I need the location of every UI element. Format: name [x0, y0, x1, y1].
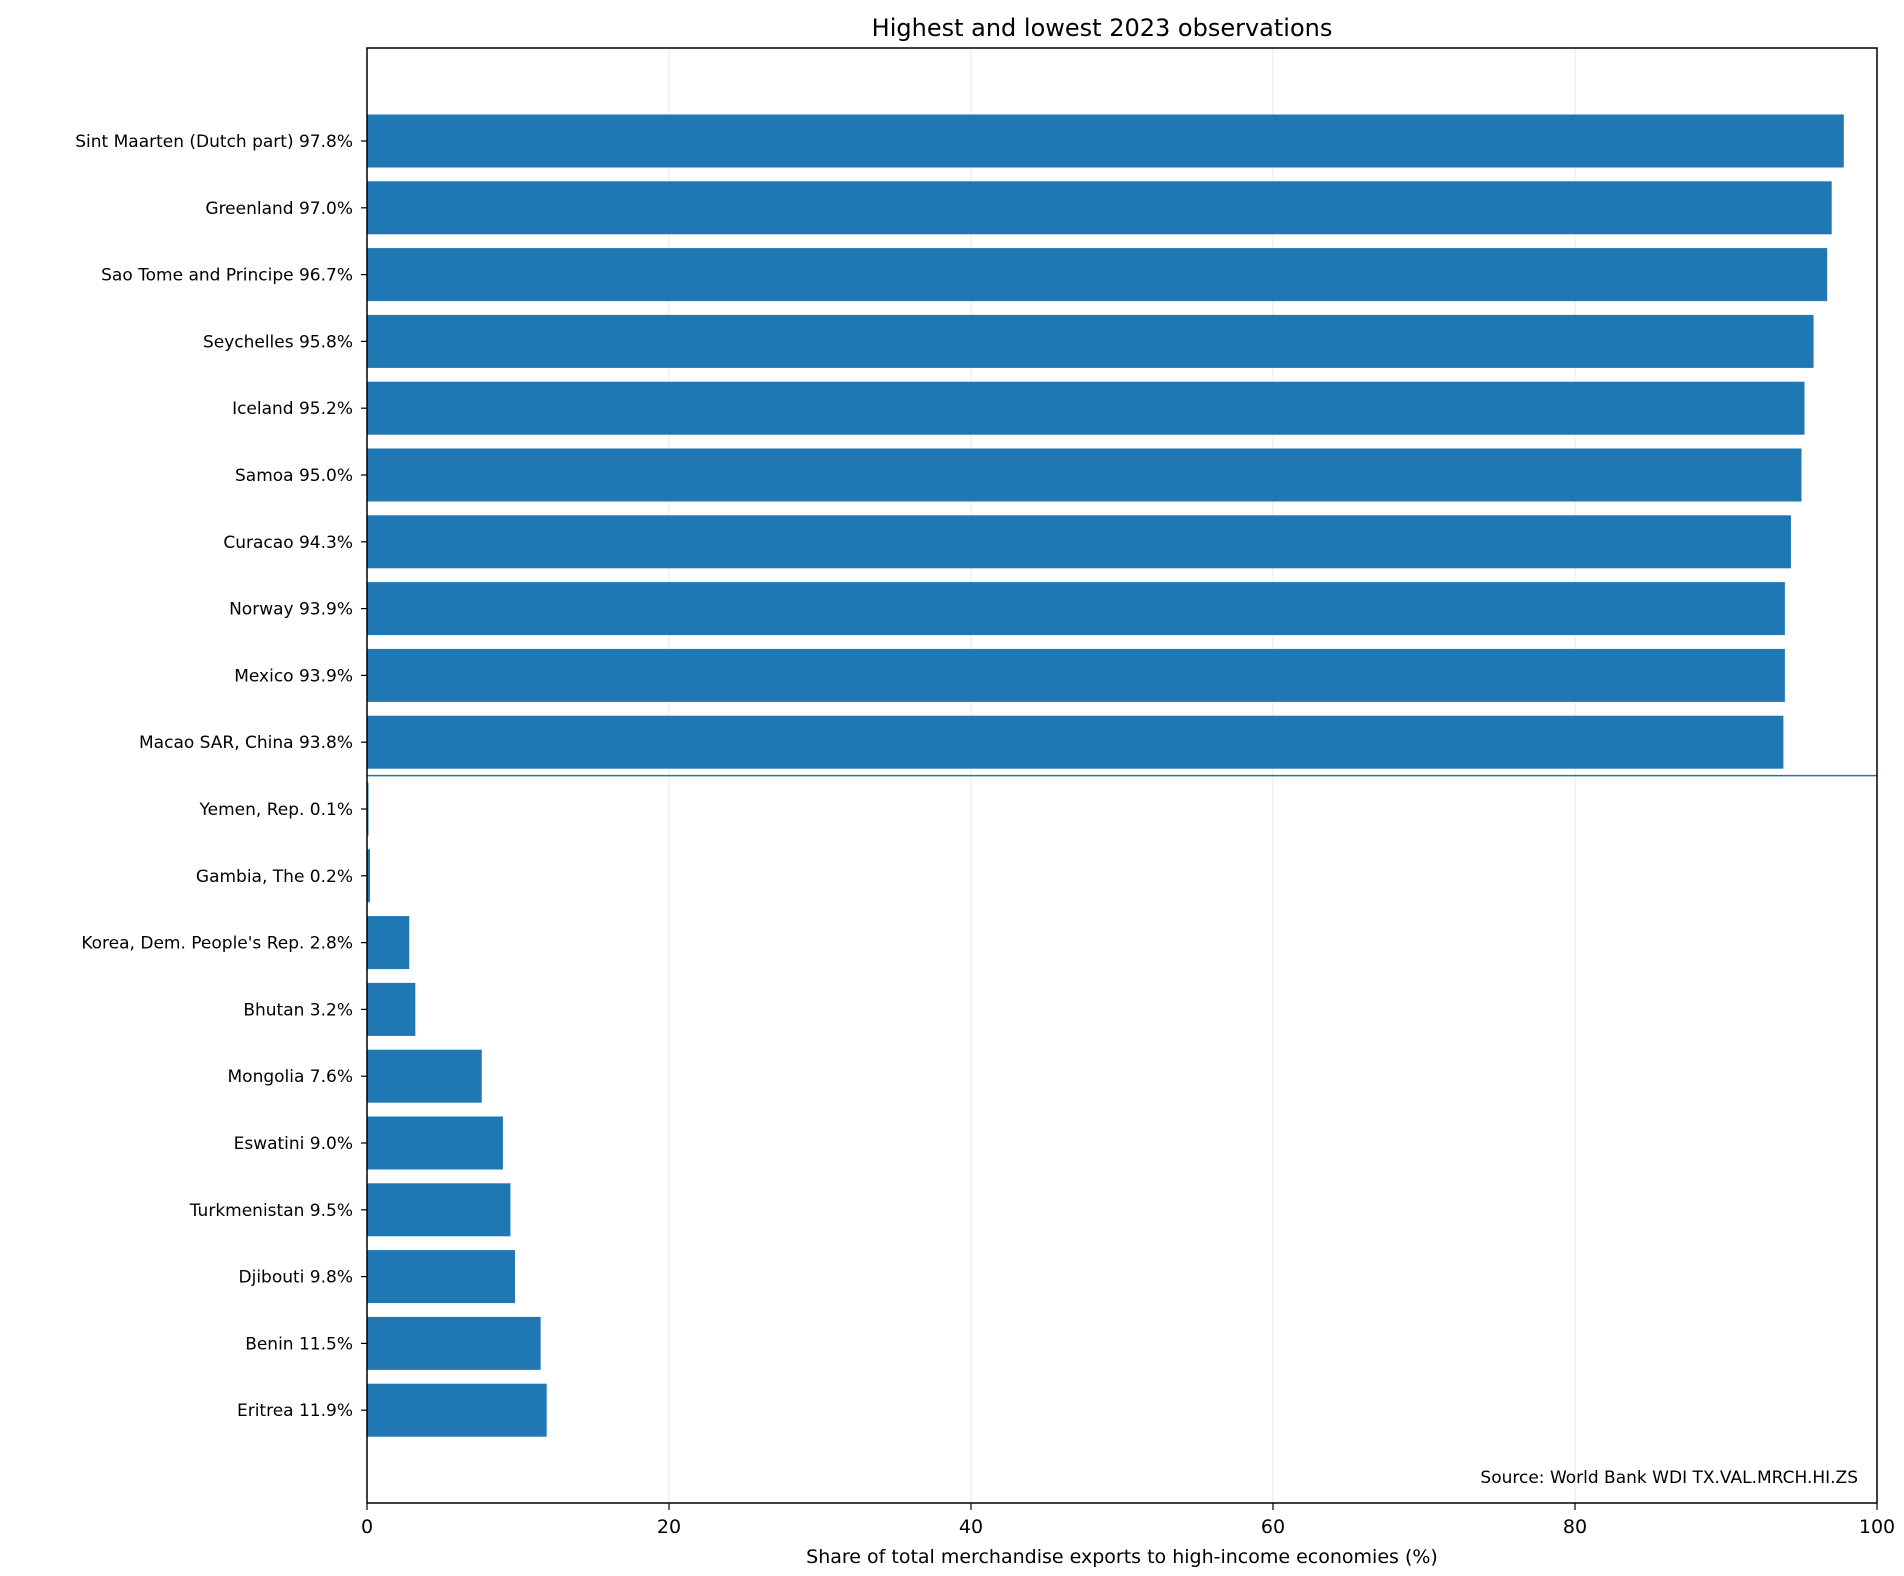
- y-tick-label-4: Iceland 95.2%: [232, 399, 353, 419]
- y-tick-label-5: Samoa 95.0%: [235, 466, 353, 486]
- bar-17: [367, 1250, 515, 1304]
- bar-6: [367, 515, 1791, 569]
- y-tick-label-1: Greenland 97.0%: [205, 199, 353, 219]
- x-tick-label-0: 0: [361, 1516, 373, 1538]
- bar-11: [367, 849, 371, 903]
- y-tick-label-11: Gambia, The 0.2%: [196, 867, 353, 887]
- y-tick-label-2: Sao Tome and Principe 96.7%: [101, 266, 353, 286]
- y-tick-label-13: Bhutan 3.2%: [243, 1000, 353, 1020]
- x-tick-label-5: 100: [1859, 1516, 1895, 1538]
- y-axis-ticks: Sint Maarten (Dutch part) 97.8% Greenland…: [75, 132, 367, 1421]
- y-tick-label-6: Curacao 94.3%: [223, 533, 353, 553]
- bar-7: [367, 582, 1785, 636]
- bar-5: [367, 448, 1802, 502]
- bar-8: [367, 648, 1785, 702]
- bar-2: [367, 248, 1828, 302]
- bar-1: [367, 181, 1832, 235]
- bar-0: [367, 114, 1844, 168]
- bar-14: [367, 1049, 482, 1103]
- x-tick-label-3: 60: [1261, 1516, 1285, 1538]
- plot-frame: [366, 47, 1878, 1504]
- x-tick-label-2: 40: [959, 1516, 983, 1538]
- y-tick-label-12: Korea, Dem. People's Rep. 2.8%: [81, 934, 353, 954]
- bar-13: [367, 982, 416, 1036]
- bar-12: [367, 916, 410, 970]
- y-tick-label-18: Benin 11.5%: [245, 1334, 353, 1354]
- bar-16: [367, 1183, 511, 1237]
- bar-4: [367, 381, 1805, 435]
- y-tick-label-3: Seychelles 95.8%: [203, 332, 353, 352]
- x-tick-label-4: 80: [1563, 1516, 1587, 1538]
- x-tick-label-1: 20: [657, 1516, 681, 1538]
- x-axis-label: Share of total merchandise exports to hi…: [806, 1546, 1438, 1568]
- y-tick-label-0: Sint Maarten (Dutch part) 97.8%: [75, 132, 353, 152]
- y-tick-label-19: Eritrea 11.9%: [237, 1401, 353, 1421]
- bar-15: [367, 1116, 503, 1170]
- bar-3: [367, 314, 1814, 368]
- bars: [367, 114, 1844, 1437]
- bar-10: [367, 782, 369, 836]
- y-tick-label-9: Macao SAR, China 93.8%: [139, 733, 353, 753]
- bar-19: [367, 1383, 547, 1437]
- y-tick-label-8: Mexico 93.9%: [234, 666, 353, 686]
- source-annotation: Source: World Bank WDI TX.VAL.MRCH.HI.ZS: [1480, 1468, 1858, 1488]
- bar-18: [367, 1316, 541, 1370]
- y-tick-label-14: Mongolia 7.6%: [228, 1067, 354, 1087]
- bar-9: [367, 715, 1784, 769]
- y-tick-label-17: Djibouti 9.8%: [239, 1268, 353, 1288]
- chart-title: Highest and lowest 2023 observations: [872, 14, 1333, 42]
- y-tick-label-15: Eswatini 9.0%: [234, 1134, 353, 1154]
- x-axis-ticks: 0 20 40 60 80 100: [361, 1503, 1895, 1538]
- y-tick-label-16: Turkmenistan 9.5%: [189, 1201, 353, 1221]
- y-tick-label-10: Yemen, Rep. 0.1%: [199, 800, 353, 820]
- y-tick-label-7: Norway 93.9%: [229, 600, 353, 620]
